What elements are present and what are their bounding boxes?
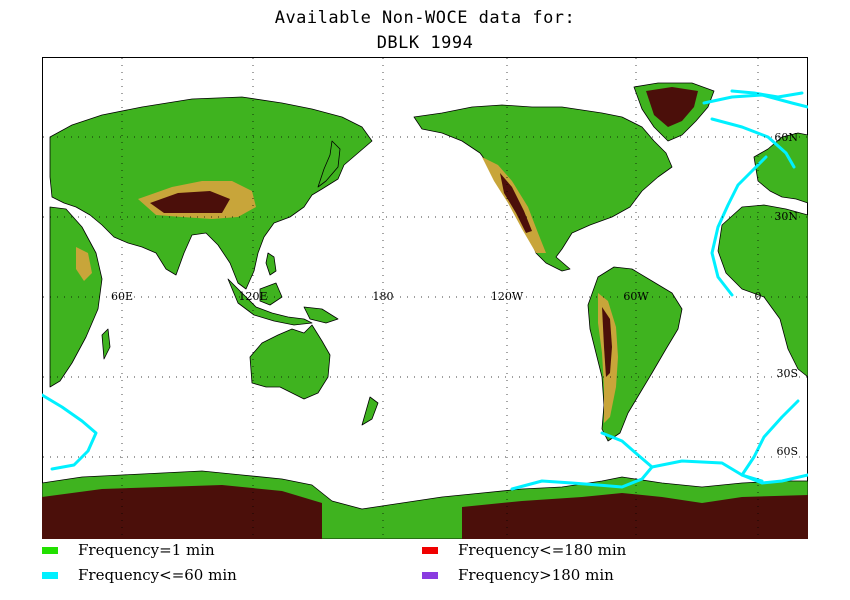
lat-lon-grid	[43, 58, 807, 538]
land-indonesia	[227, 278, 313, 326]
highland-antarctica-west	[42, 485, 322, 539]
track-southern-ocean-2	[740, 399, 800, 477]
legend-swatch	[42, 546, 58, 554]
latitude-label: 60N	[774, 131, 798, 144]
track-scotia	[740, 473, 808, 485]
track-greenland-europe	[730, 89, 804, 99]
track-labrador	[710, 117, 796, 169]
peak-andes	[602, 307, 612, 377]
land-madagascar	[101, 328, 111, 360]
longitude-label: 180	[373, 290, 394, 303]
track-southern-ocean-1	[600, 431, 764, 483]
land-europe-right	[753, 132, 808, 204]
track-drake	[510, 465, 654, 491]
legend-item-freq-60min: Frequency<=60 min	[42, 566, 237, 584]
latitude-label: 60S	[776, 445, 798, 458]
latitude-label: 30S	[776, 367, 798, 380]
world-map: 60E 120E 180 120W 60W 0 60N 30N 30S 60S	[42, 57, 808, 539]
ship-tracks	[42, 89, 808, 491]
longitude-labels: 60E 120E 180 120W 60W 0	[111, 290, 762, 303]
highland-ethiopia	[76, 247, 92, 281]
land-borneo	[259, 282, 283, 306]
peak-tibet	[150, 191, 230, 213]
map-title-line1: Available Non-WOCE data for:	[274, 8, 576, 28]
legend-label: Frequency>180 min	[458, 566, 614, 584]
legend-item-freq-over-180min: Frequency>180 min	[422, 566, 614, 584]
land-new-guinea	[303, 306, 339, 324]
legend-swatch	[42, 571, 58, 579]
legend-item-freq-1min: Frequency=1 min	[42, 541, 215, 559]
track-africa-south	[42, 393, 98, 471]
legend-label: Frequency<=180 min	[458, 541, 627, 559]
legend-item-freq-180min: Frequency<=180 min	[422, 541, 626, 559]
legend-label: Frequency<=60 min	[78, 566, 237, 584]
land-africa	[49, 206, 103, 388]
latitude-labels: 60N 30N 30S 60S	[774, 131, 798, 458]
longitude-label: 0	[755, 290, 762, 303]
legend-label: Frequency=1 min	[78, 541, 215, 559]
elevation-shading	[42, 87, 808, 539]
longitude-label: 60W	[623, 290, 649, 303]
legend-swatch	[422, 546, 438, 554]
longitude-label: 120E	[238, 290, 267, 303]
land-philippines	[265, 252, 277, 276]
peak-rockies	[500, 173, 532, 233]
land-japan	[317, 140, 341, 188]
map-title-line2: DBLK 1994	[376, 33, 474, 53]
land-africa-right	[717, 204, 808, 378]
track-east-atlantic	[710, 155, 768, 297]
latitude-label: 30N	[774, 210, 798, 223]
peak-greenland	[646, 87, 698, 127]
land-new-zealand	[361, 396, 379, 426]
longitude-label: 120W	[491, 290, 524, 303]
highland-antarctica-east	[462, 493, 808, 539]
legend-swatch	[422, 571, 438, 579]
longitude-label: 60E	[111, 290, 133, 303]
land-australia	[249, 324, 331, 400]
